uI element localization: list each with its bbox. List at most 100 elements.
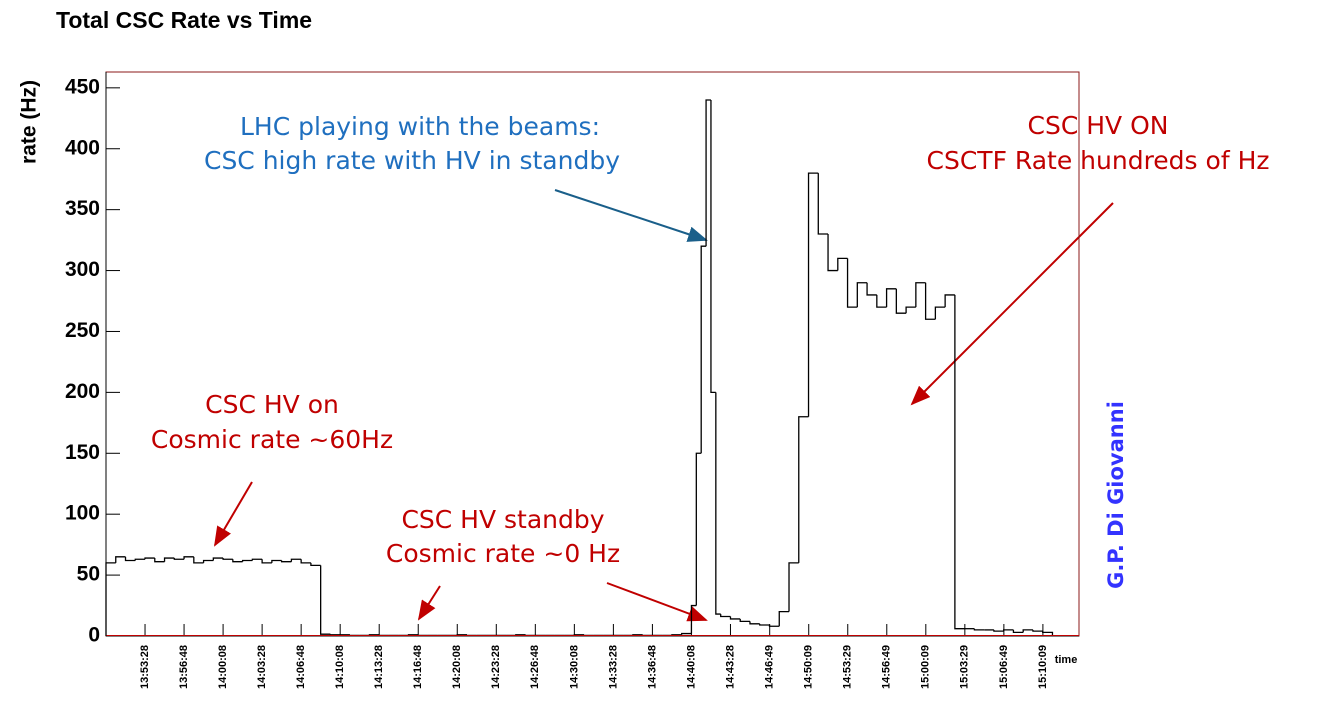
annotation-line: CSC HV on — [205, 390, 339, 419]
x-tick-label: 14:06:48 — [295, 645, 307, 689]
histogram-step — [856, 282, 868, 308]
x-tick-label: 14:46:49 — [764, 645, 776, 689]
histogram-step — [788, 562, 799, 612]
histogram-step — [144, 557, 155, 560]
histogram-step — [329, 634, 341, 636]
histogram-step — [183, 556, 194, 560]
arrow — [606, 582, 708, 622]
histogram-step — [681, 632, 692, 635]
histogram-step — [715, 392, 721, 615]
y-tick-label: 200 — [65, 380, 100, 403]
histogram-step — [759, 623, 770, 626]
histogram-step — [1042, 631, 1054, 636]
histogram-step — [163, 557, 175, 562]
x-tick-label: 14:40:08 — [685, 645, 697, 689]
histogram-step — [739, 618, 750, 623]
credit: G.P. Di Giovanni — [1104, 401, 1128, 589]
histogram-step — [105, 562, 116, 636]
plot: 0 50 100 150 200 250 300 350 400 450 13:53:28 13:56… — [65, 72, 1079, 689]
histogram-step — [251, 558, 263, 561]
histogram-step — [778, 610, 790, 627]
y-tick-label: 150 — [65, 441, 100, 464]
histogram-step — [866, 282, 877, 296]
histogram-step — [729, 616, 741, 620]
y-tick-label: 350 — [65, 197, 100, 220]
x-tick-label: 14:20:08 — [451, 645, 463, 689]
histogram-step — [134, 558, 146, 561]
histogram-step — [993, 629, 1004, 632]
y-tick-label: 450 — [65, 75, 100, 98]
histogram-step — [807, 172, 819, 417]
x-tick-label: 15:06:49 — [998, 645, 1010, 689]
y-tick-label: 100 — [65, 502, 100, 525]
x-tick-label: 14:50:09 — [803, 645, 815, 689]
histogram-step — [154, 558, 165, 563]
histogram-step — [710, 100, 716, 394]
x-tick-label: 13:53:28 — [139, 645, 151, 689]
histogram-step — [934, 306, 946, 320]
chart-title: Total CSC Rate vs Time — [56, 7, 312, 33]
histogram-step — [700, 245, 707, 454]
histogram-step — [885, 288, 897, 308]
annotation: LHC playing with the beams: CSC high rat… — [204, 112, 620, 175]
x-tick-label: 14:03:28 — [256, 645, 268, 689]
histogram-step — [271, 559, 282, 563]
annotation-line: CSC HV ON — [1028, 111, 1169, 140]
y-tick-label: 50 — [77, 563, 100, 586]
annotation-line: CSC HV standby — [401, 505, 604, 534]
x-tick-label: 14:43:28 — [724, 645, 736, 689]
histogram-step — [690, 604, 697, 634]
x-tick-label: 14:13:28 — [373, 645, 385, 689]
histogram-step — [290, 558, 302, 562]
y-axis-label: rate (Hz) — [18, 80, 41, 164]
histogram-step — [768, 625, 780, 627]
x-tick-label: 14:26:48 — [529, 645, 541, 689]
x-tick-label: 14:23:28 — [490, 645, 502, 689]
histogram-step — [837, 257, 848, 271]
histogram-step — [954, 294, 965, 630]
arrow — [213, 481, 253, 547]
histogram-step — [817, 173, 829, 235]
arrow — [417, 585, 441, 621]
x-tick-label: 14:30:08 — [568, 645, 580, 689]
histogram-step — [895, 288, 907, 314]
histogram-step — [973, 628, 985, 631]
histogram-step — [876, 294, 887, 308]
histogram-step — [115, 556, 126, 563]
y-tick-label: 250 — [65, 319, 100, 342]
histogram-step — [720, 614, 731, 618]
y-tick-label: 300 — [65, 258, 100, 281]
histogram-step — [173, 558, 185, 560]
histogram-step — [749, 621, 760, 625]
histogram-step — [280, 560, 292, 563]
x-tick-label: 14:00:08 — [217, 645, 229, 689]
histogram-step — [232, 559, 243, 563]
histogram-step — [924, 282, 936, 320]
histogram-step — [944, 294, 955, 308]
histogram-step — [1022, 629, 1033, 633]
x-tick-label: 15:03:29 — [959, 645, 971, 689]
arrow — [554, 189, 708, 242]
x-tick-label: 14:53:29 — [842, 645, 854, 689]
histogram-step — [124, 556, 136, 562]
x-tick-label: 14:56:49 — [881, 645, 893, 689]
x-tick-label: 14:16:48 — [412, 645, 424, 689]
histogram-step — [241, 559, 253, 562]
histogram-step — [261, 559, 272, 564]
histogram-step — [300, 559, 311, 564]
annotation: CSC HV ON CSCTF Rate hundreds of Hz — [927, 111, 1270, 175]
annotation-line: CSCTF Rate hundreds of Hz — [927, 146, 1270, 175]
histogram-step — [798, 416, 809, 563]
x-tick-label: 15:10:09 — [1037, 645, 1049, 689]
annotation: CSC HV on Cosmic rate ~60Hz — [151, 390, 393, 454]
histogram-step — [310, 562, 321, 566]
y-tick-label: 0 — [88, 624, 100, 647]
x-tick-label: 14:33:28 — [607, 645, 619, 689]
histogram-step — [905, 306, 916, 314]
arrows — [213, 189, 1114, 622]
x-tick-label: 13:56:48 — [178, 645, 190, 689]
x-tick-label: 14:10:08 — [334, 645, 346, 689]
histogram-step — [915, 282, 926, 308]
y-tick-label: 400 — [65, 136, 100, 159]
x-axis-label: time — [1055, 654, 1078, 666]
